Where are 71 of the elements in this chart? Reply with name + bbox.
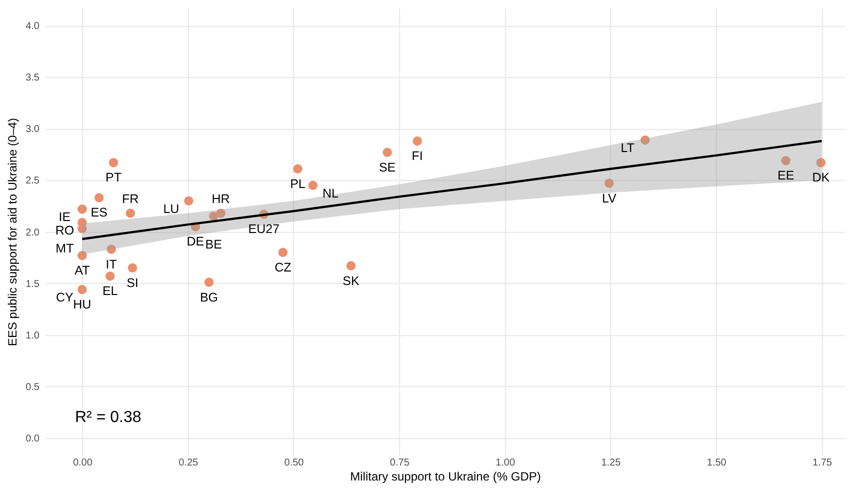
point — [293, 164, 302, 174]
annotation: BE — [205, 237, 222, 252]
x-tick-label: 1.00 — [496, 458, 516, 468]
x-tick-label: 1.25 — [601, 458, 622, 468]
point — [78, 204, 87, 214]
annotation: HR — [212, 192, 230, 206]
point — [184, 196, 194, 206]
point — [412, 136, 422, 146]
annotation: EU27 — [248, 222, 280, 236]
annotation: SE — [378, 160, 396, 174]
annotation: ES — [90, 206, 108, 220]
y-tick-label: 3.5 — [26, 72, 40, 84]
annotation: IE — [58, 210, 71, 224]
x-tick-label: 0.50 — [284, 458, 304, 468]
point — [382, 148, 392, 157]
y-tick-label: 2.0 — [26, 227, 40, 238]
annotation: RO — [55, 223, 74, 238]
x-tick-label: 0.75 — [390, 458, 410, 468]
x-tick-label: 0.00 — [72, 458, 93, 468]
point — [640, 135, 650, 145]
point — [346, 261, 356, 270]
y-tick-label: 1.5 — [26, 278, 40, 290]
annotation: DE — [186, 234, 204, 249]
x-axis-title: Military support to Ukraine (% GDP) — [350, 470, 541, 484]
annotation: BG — [200, 290, 218, 304]
y-axis-title: EES public support for aid to Ukraine (0–4) — [6, 118, 20, 346]
annotation: CY — [56, 290, 74, 304]
point — [128, 263, 138, 272]
annotation: NL — [322, 186, 338, 200]
point — [105, 271, 115, 281]
annotation: FI — [412, 149, 423, 164]
annotation: SI — [126, 276, 138, 290]
point — [216, 208, 226, 218]
annotation: EL — [102, 284, 118, 298]
y-tick-label: 3.0 — [26, 124, 40, 136]
annotation: SK — [342, 274, 360, 288]
annotation: LU — [163, 202, 180, 216]
annotation: FR — [122, 192, 139, 206]
point — [94, 193, 104, 202]
point — [209, 212, 218, 221]
point — [204, 278, 214, 287]
annotation: AT — [74, 263, 90, 278]
point — [78, 250, 87, 260]
point — [816, 158, 826, 168]
annotation: IT — [106, 257, 118, 272]
point — [278, 248, 288, 257]
point — [781, 156, 790, 166]
annotation: LV — [602, 191, 618, 206]
annotation: R² = 0.38 — [75, 409, 142, 426]
point — [308, 180, 318, 190]
annotation: EE — [777, 168, 794, 183]
annotation: DK — [812, 170, 830, 185]
annotation: MT — [56, 242, 74, 256]
annotation: PL — [290, 176, 306, 191]
annotation: LT — [620, 140, 635, 155]
point — [126, 208, 135, 218]
point — [106, 244, 116, 254]
x-tick-label: 1.75 — [812, 458, 832, 468]
y-tick-label: 0.5 — [26, 382, 40, 393]
y-tick-label: 4.0 — [26, 21, 40, 32]
y-tick-label: 1.0 — [26, 330, 40, 342]
point — [108, 158, 118, 168]
x-tick-label: 1.50 — [706, 458, 727, 468]
point — [604, 178, 614, 188]
annotation: PT — [105, 170, 122, 185]
y-tick-label: 2.5 — [26, 176, 40, 187]
y-tick-label: 0.0 — [26, 433, 40, 444]
annotation: HU — [73, 298, 92, 312]
x-tick-label: 0.25 — [178, 458, 199, 468]
point — [78, 284, 87, 294]
annotation: CZ — [274, 260, 292, 274]
